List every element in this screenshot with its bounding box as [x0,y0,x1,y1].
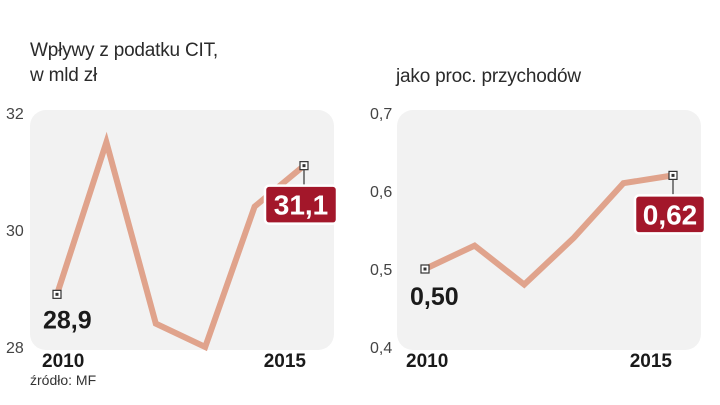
y-tick-label: 30 [6,223,24,240]
x-tick-label: 2015 [264,351,307,372]
callout-box [263,184,339,225]
y-tick-label: 28 [6,340,24,357]
chart-title-left-line1: Wpływy z podatku CIT, [30,40,218,61]
callout-value: 0,50 [410,283,459,311]
chart-cit-percent: 0,7 0,6 0,5 0,4 2010 2015 0,50 0,62 [370,106,707,372]
data-point-marker-dot [423,267,427,271]
chart-title-right: jako proc. przychodów [396,66,581,87]
data-point-marker-dot [671,173,675,177]
series-line [54,131,306,352]
y-tick-label: 0,7 [370,106,392,123]
y-tick-label: 32 [6,106,24,123]
data-point-marker-dot [55,292,59,296]
plot-panel [397,110,701,350]
y-tick-label: 0,5 [370,262,392,279]
plot-panel [30,110,334,350]
callout-box [633,194,707,235]
chart-cit-revenue: 32 30 28 2010 2015 28,9 31,1 [6,106,339,372]
callout-value: 31,1 [274,190,329,221]
y-tick-label: 0,4 [370,340,392,357]
x-tick-label: 2010 [406,351,448,372]
series-line [423,172,674,289]
callout-value: 0,62 [643,199,698,230]
x-tick-label: 2010 [42,351,84,372]
source-note: źródło: MF [30,372,97,388]
chart-title-left-line2: w mld zł [30,65,98,86]
callout-value: 28,9 [43,306,92,334]
x-tick-label: 2015 [630,351,673,372]
chart-title-left: Wpływy z podatku CIT, w mld zł [30,38,290,88]
y-tick-label: 0,6 [370,184,392,201]
data-point-marker-dot [302,164,306,168]
